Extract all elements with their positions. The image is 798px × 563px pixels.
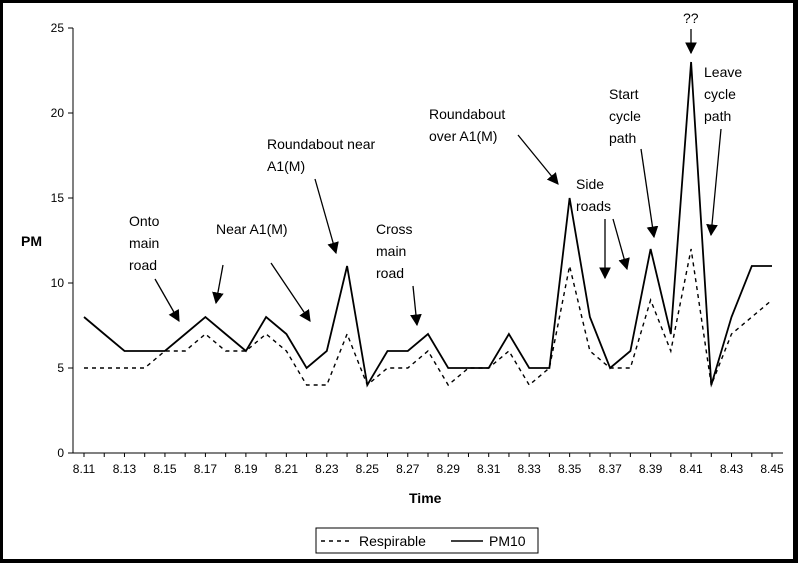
- y-tick-label: 5: [57, 361, 64, 375]
- x-tick-label: 8.39: [639, 462, 663, 476]
- annotation-label: Side roads: [576, 176, 611, 214]
- line-chart: 0 5 10 15 20 25 8.11 8.13 8.15 8.17 8.19 8.21 8.23 8.…: [21, 10, 784, 554]
- x-tick-label: 8.27: [396, 462, 420, 476]
- x-tick-label: 8.29: [437, 462, 461, 476]
- x-tick-label: 8.41: [679, 462, 703, 476]
- annotation-leave-cycle-path: Leave cycle path: [704, 64, 742, 237]
- y-tick-label: 15: [51, 191, 65, 205]
- annotation-side-roads: Side roads: [576, 176, 630, 280]
- series-layer: [83, 61, 773, 388]
- y-tick-label: 20: [51, 106, 65, 120]
- annotation-roundabout-over-a1m: Roundabout over A1(M): [429, 106, 559, 185]
- annotation-cross-main-road: Cross main road: [376, 221, 422, 327]
- annotation-question: ??: [683, 10, 699, 55]
- legend-label-pm10: PM10: [489, 533, 526, 549]
- legend-box: [315, 527, 539, 554]
- annotation-roundabout-near-a1m: Roundabout near A1(M): [267, 136, 376, 322]
- annotation-label: Roundabout over A1(M): [429, 106, 505, 144]
- x-tick-label: 8.21: [275, 462, 299, 476]
- annotation-label: Onto main road: [129, 213, 160, 273]
- legend-label-respirable: Respirable: [359, 533, 426, 549]
- legend: Respirable PM10: [315, 527, 539, 554]
- x-tick-label: 8.13: [113, 462, 137, 476]
- axes: 0 5 10 15 20 25 8.11 8.13 8.15 8.17 8.19 8.21 8.23 8.…: [51, 21, 784, 476]
- series-line-respirable: [84, 248, 773, 388]
- x-tick-label: 8.15: [153, 462, 177, 476]
- x-tick-label: 8.25: [356, 462, 380, 476]
- x-tick-label: 8.11: [73, 462, 96, 476]
- annotation-start-cycle-path: Start cycle path: [609, 86, 659, 239]
- x-tick-label: 8.17: [194, 462, 218, 476]
- x-tick-label: 8.45: [760, 462, 784, 476]
- annotation-label: Near A1(M): [216, 221, 288, 237]
- x-tick-label: 8.35: [558, 462, 582, 476]
- annotation-label: Cross main road: [376, 221, 413, 281]
- x-tick-label: 8.33: [517, 462, 541, 476]
- x-tick-label: 8.37: [598, 462, 622, 476]
- x-axis-title: Time: [409, 490, 442, 506]
- y-tick-label: 25: [51, 21, 65, 35]
- x-tick-label: 8.23: [315, 462, 339, 476]
- annotations: Onto main road Near A1(M) Roundabout near A…: [129, 10, 742, 327]
- annotation-onto-main-road: Onto main road: [129, 213, 180, 323]
- annotation-label: Start cycle path: [609, 86, 641, 146]
- series-line-pm10: [83, 61, 772, 388]
- y-tick-label: 0: [57, 446, 64, 460]
- chart-frame: 0 5 10 15 20 25 8.11 8.13 8.15 8.17 8.19 8.21 8.23 8.…: [3, 3, 793, 559]
- annotation-label: Roundabout near A1(M): [267, 136, 376, 174]
- x-tick-label: 8.31: [477, 462, 501, 476]
- annotation-label: ??: [683, 10, 699, 26]
- x-tick-label: 8.19: [234, 462, 258, 476]
- x-tick-label: 8.43: [720, 462, 744, 476]
- annotation-label: Leave cycle path: [704, 64, 742, 124]
- y-tick-label: 10: [51, 276, 65, 290]
- y-axis-title: PM: [21, 233, 42, 249]
- annotation-near-a1m: Near A1(M): [212, 221, 288, 305]
